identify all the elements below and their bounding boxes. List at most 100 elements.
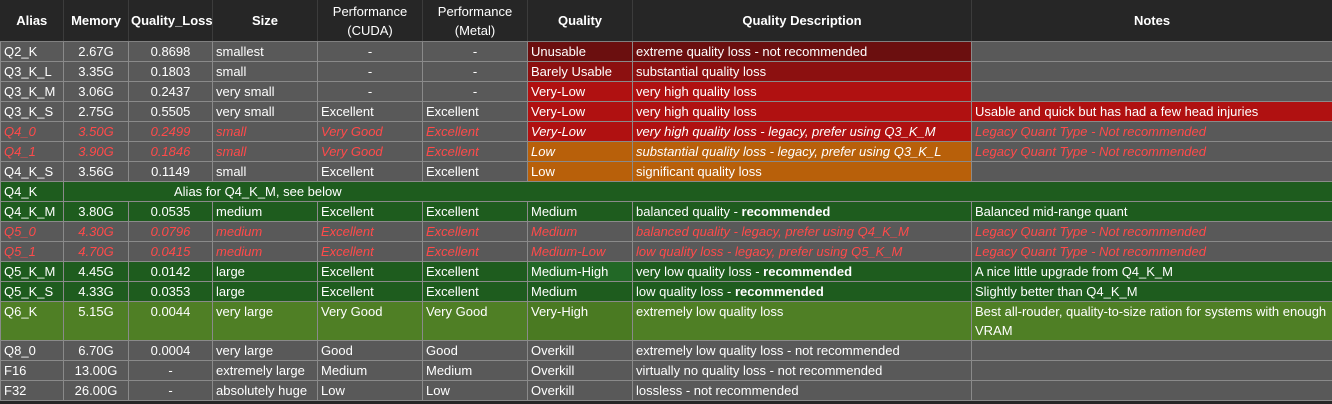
table-row[interactable]: F32 26.00G - absolutely huge Low Low Ove… <box>0 380 1332 401</box>
cell-quality-loss[interactable]: 0.2437 <box>128 81 213 102</box>
cell-quality[interactable]: Barely Usable <box>527 61 633 82</box>
cell-perf-metal[interactable]: Excellent <box>422 201 528 222</box>
cell-quality-loss[interactable]: 0.5505 <box>128 101 213 122</box>
cell-perf-metal[interactable]: Excellent <box>422 101 528 122</box>
cell-quality-loss[interactable]: 0.0796 <box>128 221 213 242</box>
cell-quality[interactable]: Unusable <box>527 41 633 62</box>
cell-size[interactable]: small <box>212 61 318 82</box>
cell-notes[interactable] <box>971 340 1332 361</box>
cell-quality-loss[interactable]: 0.1803 <box>128 61 213 82</box>
cell-quality[interactable]: Medium <box>527 201 633 222</box>
table-row[interactable]: Q2_K 2.67G 0.8698 smallest - - Unusable … <box>0 41 1332 62</box>
table-row[interactable]: Q4_K_M 3.80G 0.0535 medium Excellent Exc… <box>0 201 1332 222</box>
header-size[interactable]: Size <box>212 0 318 42</box>
cell-memory[interactable]: 26.00G <box>63 380 129 401</box>
cell-notes[interactable]: Best all-rouder, quality-to-size ration … <box>971 301 1332 341</box>
cell-perf-metal[interactable]: Very Good <box>422 301 528 341</box>
cell-memory[interactable]: 3.06G <box>63 81 129 102</box>
cell-quality-description[interactable]: very high quality loss - legacy, prefer … <box>632 121 972 142</box>
cell-perf-cuda[interactable]: - <box>317 41 423 62</box>
cell-perf-metal[interactable]: Good <box>422 340 528 361</box>
cell-perf-metal[interactable]: Excellent <box>422 161 528 182</box>
cell-alias[interactable]: Q2_K <box>0 41 64 62</box>
cell-perf-cuda[interactable]: Very Good <box>317 121 423 142</box>
cell-perf-cuda[interactable]: Excellent <box>317 161 423 182</box>
cell-size[interactable]: small <box>212 161 318 182</box>
cell-perf-metal[interactable]: - <box>422 61 528 82</box>
cell-quality-description[interactable]: extremely low quality loss - not recomme… <box>632 340 972 361</box>
cell-quality-loss[interactable]: - <box>128 360 213 381</box>
cell-memory[interactable]: 3.90G <box>63 141 129 162</box>
table-row[interactable]: Q4_K Alias for Q4_K_M, see below <box>0 181 1332 202</box>
cell-quality-description[interactable]: lossless - not recommended <box>632 380 972 401</box>
cell-alias[interactable]: Q5_K_S <box>0 281 64 302</box>
cell-memory[interactable]: 3.50G <box>63 121 129 142</box>
cell-quality-description[interactable]: virtually no quality loss - not recommen… <box>632 360 972 381</box>
table-row[interactable]: Q5_K_S 4.33G 0.0353 large Excellent Exce… <box>0 281 1332 302</box>
header-quality-loss[interactable]: Quality_Loss <box>128 0 213 42</box>
table-row[interactable]: Q3_K_S 2.75G 0.5505 very small Excellent… <box>0 101 1332 122</box>
cell-quality-description[interactable]: significant quality loss <box>632 161 972 182</box>
cell-memory[interactable]: 4.70G <box>63 241 129 262</box>
cell-notes[interactable] <box>971 360 1332 381</box>
table-row[interactable]: Q6_K 5.15G 0.0044 very large Very Good V… <box>0 301 1332 341</box>
cell-quality[interactable]: Overkill <box>527 340 633 361</box>
cell-quality[interactable]: Very-High <box>527 301 633 341</box>
cell-perf-metal[interactable]: - <box>422 81 528 102</box>
cell-perf-cuda[interactable]: - <box>317 61 423 82</box>
cell-perf-metal[interactable]: - <box>422 41 528 62</box>
table-row[interactable]: Q3_K_M 3.06G 0.2437 very small - - Very-… <box>0 81 1332 102</box>
cell-size[interactable]: small <box>212 121 318 142</box>
cell-perf-cuda[interactable]: Very Good <box>317 301 423 341</box>
cell-quality-loss[interactable]: 0.0415 <box>128 241 213 262</box>
cell-perf-metal[interactable]: Low <box>422 380 528 401</box>
cell-memory[interactable]: 5.15G <box>63 301 129 341</box>
cell-quality-description[interactable]: very high quality loss <box>632 81 972 102</box>
cell-quality-loss[interactable]: 0.0004 <box>128 340 213 361</box>
cell-alias[interactable]: Q8_0 <box>0 340 64 361</box>
cell-alias[interactable]: F16 <box>0 360 64 381</box>
cell-alias[interactable]: Q5_K_M <box>0 261 64 282</box>
cell-quality-loss[interactable]: 0.0044 <box>128 301 213 341</box>
table-row[interactable]: Q8_0 6.70G 0.0004 very large Good Good O… <box>0 340 1332 361</box>
cell-perf-cuda[interactable]: Excellent <box>317 101 423 122</box>
cell-quality[interactable]: Medium <box>527 281 633 302</box>
cell-quality[interactable]: Medium <box>527 221 633 242</box>
cell-perf-cuda[interactable]: Very Good <box>317 141 423 162</box>
cell-quality-description[interactable]: low quality loss - legacy, prefer using … <box>632 241 972 262</box>
table-row[interactable]: Q5_K_M 4.45G 0.0142 large Excellent Exce… <box>0 261 1332 282</box>
cell-alias[interactable]: Q4_K_M <box>0 201 64 222</box>
cell-quality-description[interactable]: substantial quality loss <box>632 61 972 82</box>
cell-merged-alias-note[interactable]: Alias for Q4_K_M, see below <box>63 181 1332 202</box>
cell-perf-cuda[interactable]: Excellent <box>317 221 423 242</box>
cell-memory[interactable]: 2.75G <box>63 101 129 122</box>
cell-quality[interactable]: Low <box>527 141 633 162</box>
cell-alias[interactable]: Q3_K_L <box>0 61 64 82</box>
cell-alias[interactable]: Q5_0 <box>0 221 64 242</box>
cell-memory[interactable]: 13.00G <box>63 360 129 381</box>
cell-quality[interactable]: Low <box>527 161 633 182</box>
cell-memory[interactable]: 3.80G <box>63 201 129 222</box>
table-row[interactable]: Q4_1 3.90G 0.1846 small Very Good Excell… <box>0 141 1332 162</box>
cell-notes[interactable] <box>971 81 1332 102</box>
cell-notes[interactable]: Legacy Quant Type - Not recommended <box>971 221 1332 242</box>
cell-quality-loss[interactable]: 0.0142 <box>128 261 213 282</box>
cell-quality[interactable]: Medium-Low <box>527 241 633 262</box>
cell-memory[interactable]: 4.45G <box>63 261 129 282</box>
cell-quality-loss[interactable]: 0.0535 <box>128 201 213 222</box>
cell-quality-loss[interactable]: 0.8698 <box>128 41 213 62</box>
cell-quality[interactable]: Overkill <box>527 360 633 381</box>
cell-notes[interactable]: Legacy Quant Type - Not recommended <box>971 241 1332 262</box>
cell-size[interactable]: large <box>212 281 318 302</box>
cell-quality[interactable]: Overkill <box>527 380 633 401</box>
cell-quality-description[interactable]: balanced quality - legacy, prefer using … <box>632 221 972 242</box>
cell-notes[interactable] <box>971 380 1332 401</box>
header-performance-cuda[interactable]: Performance (CUDA) <box>317 0 423 42</box>
cell-notes[interactable]: Slightly better than Q4_K_M <box>971 281 1332 302</box>
cell-quality-loss[interactable]: 0.1846 <box>128 141 213 162</box>
cell-perf-cuda[interactable]: - <box>317 81 423 102</box>
header-performance-metal[interactable]: Performance (Metal) <box>422 0 528 42</box>
cell-perf-metal[interactable]: Excellent <box>422 141 528 162</box>
cell-alias[interactable]: Q4_1 <box>0 141 64 162</box>
cell-quality-description[interactable]: very low quality loss - recommended <box>632 261 972 282</box>
